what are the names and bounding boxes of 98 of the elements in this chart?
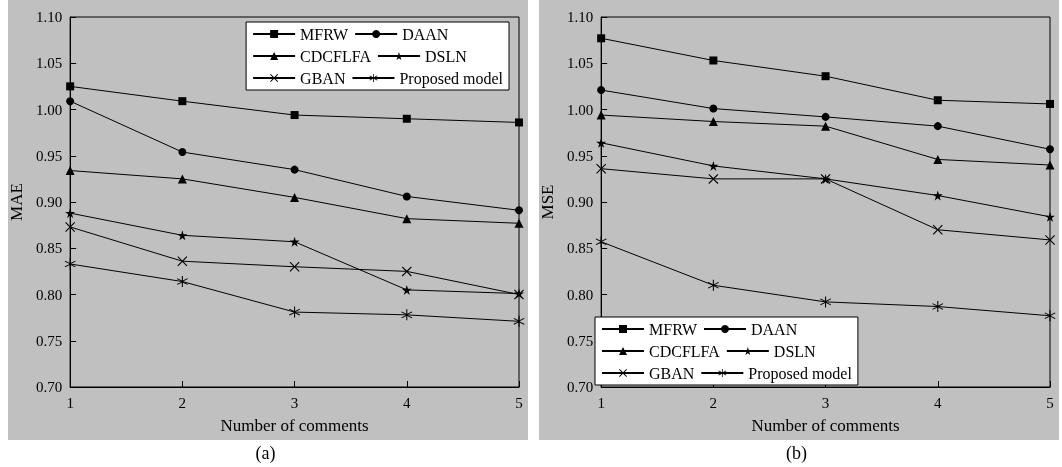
point [708, 173, 719, 184]
point [596, 110, 606, 120]
point [821, 121, 831, 131]
x-tick-label: 1 [66, 394, 74, 411]
y-tick-label: 0.75 [566, 332, 594, 349]
x-tick-label: 4 [403, 394, 412, 411]
point [597, 86, 606, 95]
point [821, 112, 830, 121]
y-tick-label: 0.90 [566, 194, 594, 210]
point [178, 97, 187, 106]
point [289, 261, 300, 272]
point [708, 160, 719, 171]
point [933, 122, 942, 131]
point [1044, 310, 1056, 322]
point [1045, 160, 1055, 170]
legend-label: Proposed model [399, 69, 504, 88]
x-axis-title: Number of comments [220, 416, 369, 435]
y-axis-title: MAE [7, 183, 26, 221]
y-tick-label: 0.70 [35, 379, 63, 395]
point [402, 114, 411, 123]
legend-label: MFRW [300, 25, 350, 43]
point [709, 56, 718, 65]
y-tick-label: 0.90 [35, 194, 63, 210]
x-tick-label: 2 [709, 394, 718, 411]
point [1046, 99, 1054, 108]
legend-label: DSLN [773, 342, 817, 360]
legend-label: Proposed model [748, 364, 853, 383]
y-tick-label: 1.10 [566, 9, 594, 25]
point [933, 96, 942, 105]
point [820, 296, 832, 308]
point [933, 154, 943, 164]
point [66, 82, 75, 91]
legend-label: CDCFLFA [649, 342, 721, 360]
point [177, 256, 188, 267]
x-tick-label: 4 [934, 394, 943, 411]
x-tick-label: 3 [821, 394, 830, 411]
point [597, 34, 606, 43]
point [514, 218, 524, 228]
y-axis-title: MSE [538, 184, 557, 220]
point [289, 306, 301, 318]
y-tick-label: 0.85 [35, 240, 63, 257]
point [401, 309, 413, 321]
x-tick-label: 1 [597, 394, 605, 411]
y-tick-label: 0.80 [566, 286, 594, 303]
point [178, 148, 187, 157]
y-tick-label: 0.95 [35, 147, 63, 164]
point [707, 279, 719, 291]
y-tick-label: 0.70 [566, 379, 594, 395]
point [708, 117, 718, 127]
point [932, 224, 943, 235]
point [515, 206, 523, 215]
point [596, 163, 607, 174]
legend-label: MFRW [649, 320, 698, 338]
y-tick-label: 1.00 [35, 101, 63, 118]
point [709, 104, 718, 113]
point [1046, 145, 1054, 154]
point [1045, 211, 1055, 222]
point [596, 137, 607, 148]
y-tick-label: 1.10 [35, 9, 63, 25]
y-tick-label: 1.00 [566, 101, 594, 118]
y-tick-label: 0.80 [35, 286, 63, 303]
point [401, 266, 412, 277]
legend-label: DSLN [424, 47, 468, 65]
text: (a) [255, 443, 276, 464]
point [64, 258, 76, 270]
y-tick-label: 0.75 [35, 332, 63, 349]
point [65, 166, 75, 176]
y-tick-label: 0.95 [566, 147, 594, 164]
y-tick-label: 1.05 [35, 55, 63, 72]
y-tick-label: 0.85 [566, 240, 594, 257]
point [932, 301, 944, 313]
legend-label: GBAN [649, 364, 695, 382]
legend-label: CDCFLFA [300, 47, 372, 65]
point [932, 190, 943, 201]
x-axis-title: Number of comments [751, 416, 900, 435]
x-tick-label: 5 [1046, 394, 1054, 411]
point [401, 284, 412, 295]
point [513, 315, 525, 327]
point [66, 97, 75, 106]
point [402, 192, 411, 201]
point [595, 236, 607, 248]
x-tick-label: 5 [515, 394, 523, 411]
point [289, 236, 300, 247]
point [290, 192, 300, 202]
point [176, 276, 188, 288]
point [290, 165, 299, 174]
y-tick-label: 1.05 [566, 55, 594, 72]
legend-label: GBAN [300, 69, 346, 87]
point [515, 118, 523, 127]
point [65, 208, 76, 219]
x-tick-label: 3 [290, 394, 299, 411]
point [821, 72, 830, 81]
text: (b) [786, 443, 808, 464]
point [290, 111, 299, 120]
legend-label: DAAN [402, 25, 449, 43]
legend-label: DAAN [751, 320, 798, 338]
x-tick-label: 2 [178, 394, 187, 411]
point [177, 230, 188, 241]
